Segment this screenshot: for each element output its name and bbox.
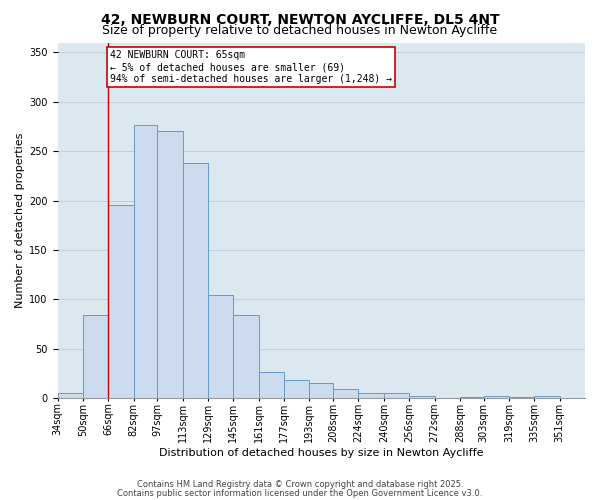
Text: Contains HM Land Registry data © Crown copyright and database right 2025.: Contains HM Land Registry data © Crown c… bbox=[137, 480, 463, 489]
Text: 42 NEWBURN COURT: 65sqm
← 5% of detached houses are smaller (69)
94% of semi-det: 42 NEWBURN COURT: 65sqm ← 5% of detached… bbox=[110, 50, 392, 84]
Bar bbox=[409, 396, 434, 398]
Bar bbox=[58, 394, 83, 398]
Bar bbox=[157, 132, 182, 398]
Text: 42, NEWBURN COURT, NEWTON AYCLIFFE, DL5 4NT: 42, NEWBURN COURT, NEWTON AYCLIFFE, DL5 … bbox=[101, 12, 499, 26]
Y-axis label: Number of detached properties: Number of detached properties bbox=[15, 132, 25, 308]
Bar bbox=[182, 163, 208, 398]
Bar bbox=[535, 396, 560, 398]
Bar bbox=[484, 396, 509, 398]
Text: Size of property relative to detached houses in Newton Aycliffe: Size of property relative to detached ho… bbox=[103, 24, 497, 37]
Bar bbox=[384, 394, 409, 398]
X-axis label: Distribution of detached houses by size in Newton Aycliffe: Distribution of detached houses by size … bbox=[159, 448, 484, 458]
Bar bbox=[108, 204, 134, 398]
Bar bbox=[83, 316, 108, 398]
Bar bbox=[233, 316, 259, 398]
Bar bbox=[358, 394, 384, 398]
Text: Contains public sector information licensed under the Open Government Licence v3: Contains public sector information licen… bbox=[118, 488, 482, 498]
Bar bbox=[259, 372, 284, 398]
Bar bbox=[208, 296, 233, 399]
Bar bbox=[310, 384, 333, 398]
Bar bbox=[333, 390, 358, 398]
Bar bbox=[134, 124, 157, 398]
Bar bbox=[284, 380, 310, 398]
